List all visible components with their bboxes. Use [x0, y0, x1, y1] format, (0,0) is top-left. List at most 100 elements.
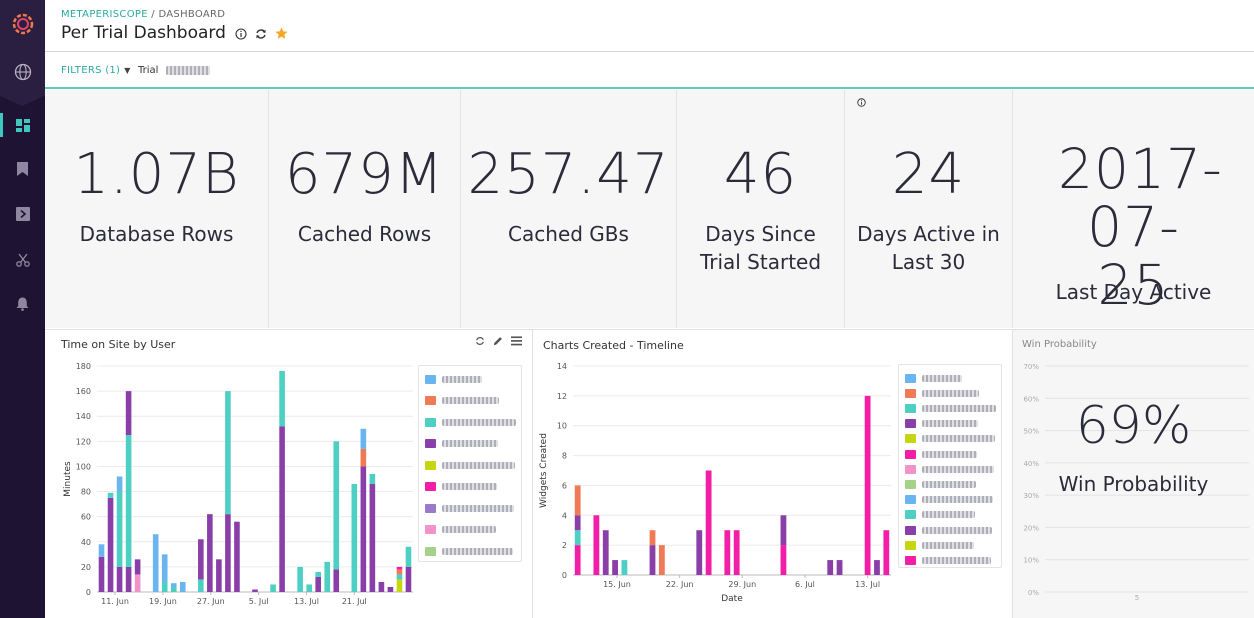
- bar-segment: [297, 566, 303, 592]
- legend-item[interactable]: [425, 417, 516, 427]
- legend-item[interactable]: [905, 495, 993, 505]
- filters-button[interactable]: FILTERS (1) ▼: [61, 65, 131, 76]
- bar-segment: [98, 556, 105, 592]
- bar-segment: [396, 579, 403, 592]
- bar-segment: [733, 530, 740, 575]
- y-tick-label: 40: [81, 538, 91, 547]
- legend-item[interactable]: [905, 510, 975, 520]
- kpi-value: 1.07B: [73, 142, 240, 207]
- legend-item[interactable]: [425, 546, 513, 556]
- breadcrumb-app-link[interactable]: METAPERISCOPE: [61, 9, 148, 20]
- kpi-cached-rows: 679M Cached Rows: [269, 90, 461, 328]
- bar-segment: [360, 428, 367, 449]
- bar-segment: [116, 491, 123, 567]
- win-probability-chart: 0% 10% 20% 30% 40% 50% 60% 70% 5: [1023, 363, 1249, 602]
- legend-item[interactable]: [905, 403, 996, 413]
- legend-swatch: [905, 449, 916, 459]
- kpi-database-rows: 1.07B Database Rows: [45, 90, 269, 328]
- legend-item[interactable]: [905, 525, 992, 535]
- bar-segment: [198, 579, 204, 592]
- legend-item[interactable]: [425, 482, 497, 492]
- win-probability-panel: Win Probability 0% 10% 20% 30% 40% 50% 60% 70% 5…: [1013, 329, 1254, 618]
- legend-swatch: [425, 482, 436, 491]
- bookmarks-nav-button[interactable]: [0, 155, 45, 183]
- legend-swatch: [905, 373, 916, 383]
- bar-segment: [396, 566, 403, 570]
- bar-segment: [612, 560, 618, 575]
- dashboards-nav-button[interactable]: [0, 111, 45, 139]
- x-tick-label: 29. Jun: [728, 580, 756, 589]
- redacted-legend-label: [442, 461, 515, 469]
- bar-segment: [724, 530, 731, 575]
- x-tick-label: 19. Jun: [149, 597, 177, 606]
- globe-button[interactable]: [0, 48, 45, 106]
- info-icon[interactable]: [857, 98, 866, 107]
- legend-item[interactable]: [425, 374, 482, 384]
- bar-segment: [574, 485, 581, 516]
- y-tick-label: 120: [76, 437, 91, 446]
- trial-filter[interactable]: Trial: [138, 65, 210, 76]
- bar-segment: [333, 569, 340, 592]
- chart-legend: [898, 364, 1002, 568]
- refresh-icon[interactable]: [475, 336, 485, 346]
- legend-item[interactable]: [425, 439, 498, 449]
- redacted-legend-label: [442, 418, 516, 426]
- bar-segment: [360, 466, 367, 592]
- x-tick-label: 22. Jun: [666, 580, 694, 589]
- legend-item[interactable]: [425, 525, 496, 535]
- legend-swatch: [905, 434, 916, 444]
- legend-item[interactable]: [905, 540, 974, 550]
- periscope-logo[interactable]: [0, 0, 45, 48]
- bar-segment: [780, 545, 787, 575]
- legend-item[interactable]: [905, 464, 994, 474]
- legend-item[interactable]: [905, 373, 962, 383]
- menu-icon[interactable]: [511, 336, 522, 346]
- logo-icon: [12, 13, 33, 35]
- notifications-nav-button[interactable]: [0, 290, 45, 318]
- kpi-days-active: 24 Days Active in Last 30: [845, 90, 1013, 328]
- view-icon: [15, 207, 30, 221]
- refresh-icon[interactable]: [255, 28, 267, 40]
- kpi-cached-gbs: 257.47 Cached GBs: [461, 90, 677, 328]
- x-tick-label: 11. Jun: [101, 597, 129, 606]
- bar-segment: [279, 426, 285, 592]
- legend-item[interactable]: [425, 396, 499, 406]
- legend-item[interactable]: [905, 479, 976, 489]
- redacted-legend-label: [442, 504, 514, 512]
- bar-segment: [216, 559, 222, 592]
- info-icon[interactable]: [235, 27, 247, 40]
- bar-segment: [161, 581, 168, 592]
- legend-item[interactable]: [905, 434, 995, 444]
- legend-swatch: [905, 403, 916, 413]
- chart-legend: [418, 365, 522, 562]
- edit-pencil-icon[interactable]: [493, 336, 503, 346]
- legend-item[interactable]: [905, 449, 977, 459]
- legend-swatch: [425, 439, 436, 448]
- legend-item[interactable]: [425, 503, 514, 513]
- bar-segment: [170, 583, 177, 587]
- bar-segment: [369, 473, 376, 485]
- y-axis-label: Widgets Created: [539, 433, 549, 508]
- x-tick-label: 15. Jun: [603, 580, 631, 589]
- page-title: Per Trial Dashboard: [61, 23, 226, 43]
- legend-swatch: [425, 525, 436, 534]
- bar-segment: [306, 584, 312, 592]
- x-tick-label: 13. Jul: [294, 597, 319, 606]
- redacted-legend-label: [922, 374, 962, 382]
- redacted-legend-label: [922, 526, 992, 534]
- x-tick-label: 5. Jul: [249, 597, 269, 606]
- favorite-star-icon[interactable]: [275, 27, 288, 40]
- bar-segment: [152, 534, 159, 592]
- redacted-legend-label: [442, 440, 498, 447]
- tools-nav-button[interactable]: [0, 246, 45, 274]
- x-tick-label: 13. Jul: [855, 580, 880, 589]
- bar-segment: [107, 492, 114, 498]
- legend-swatch: [905, 540, 916, 550]
- legend-item[interactable]: [905, 419, 978, 429]
- legend-item[interactable]: [905, 388, 979, 398]
- redacted-legend-label: [442, 547, 513, 555]
- views-nav-button[interactable]: [0, 200, 45, 228]
- legend-item[interactable]: [905, 555, 991, 565]
- legend-item[interactable]: [425, 460, 515, 470]
- redacted-legend-label: [922, 496, 993, 504]
